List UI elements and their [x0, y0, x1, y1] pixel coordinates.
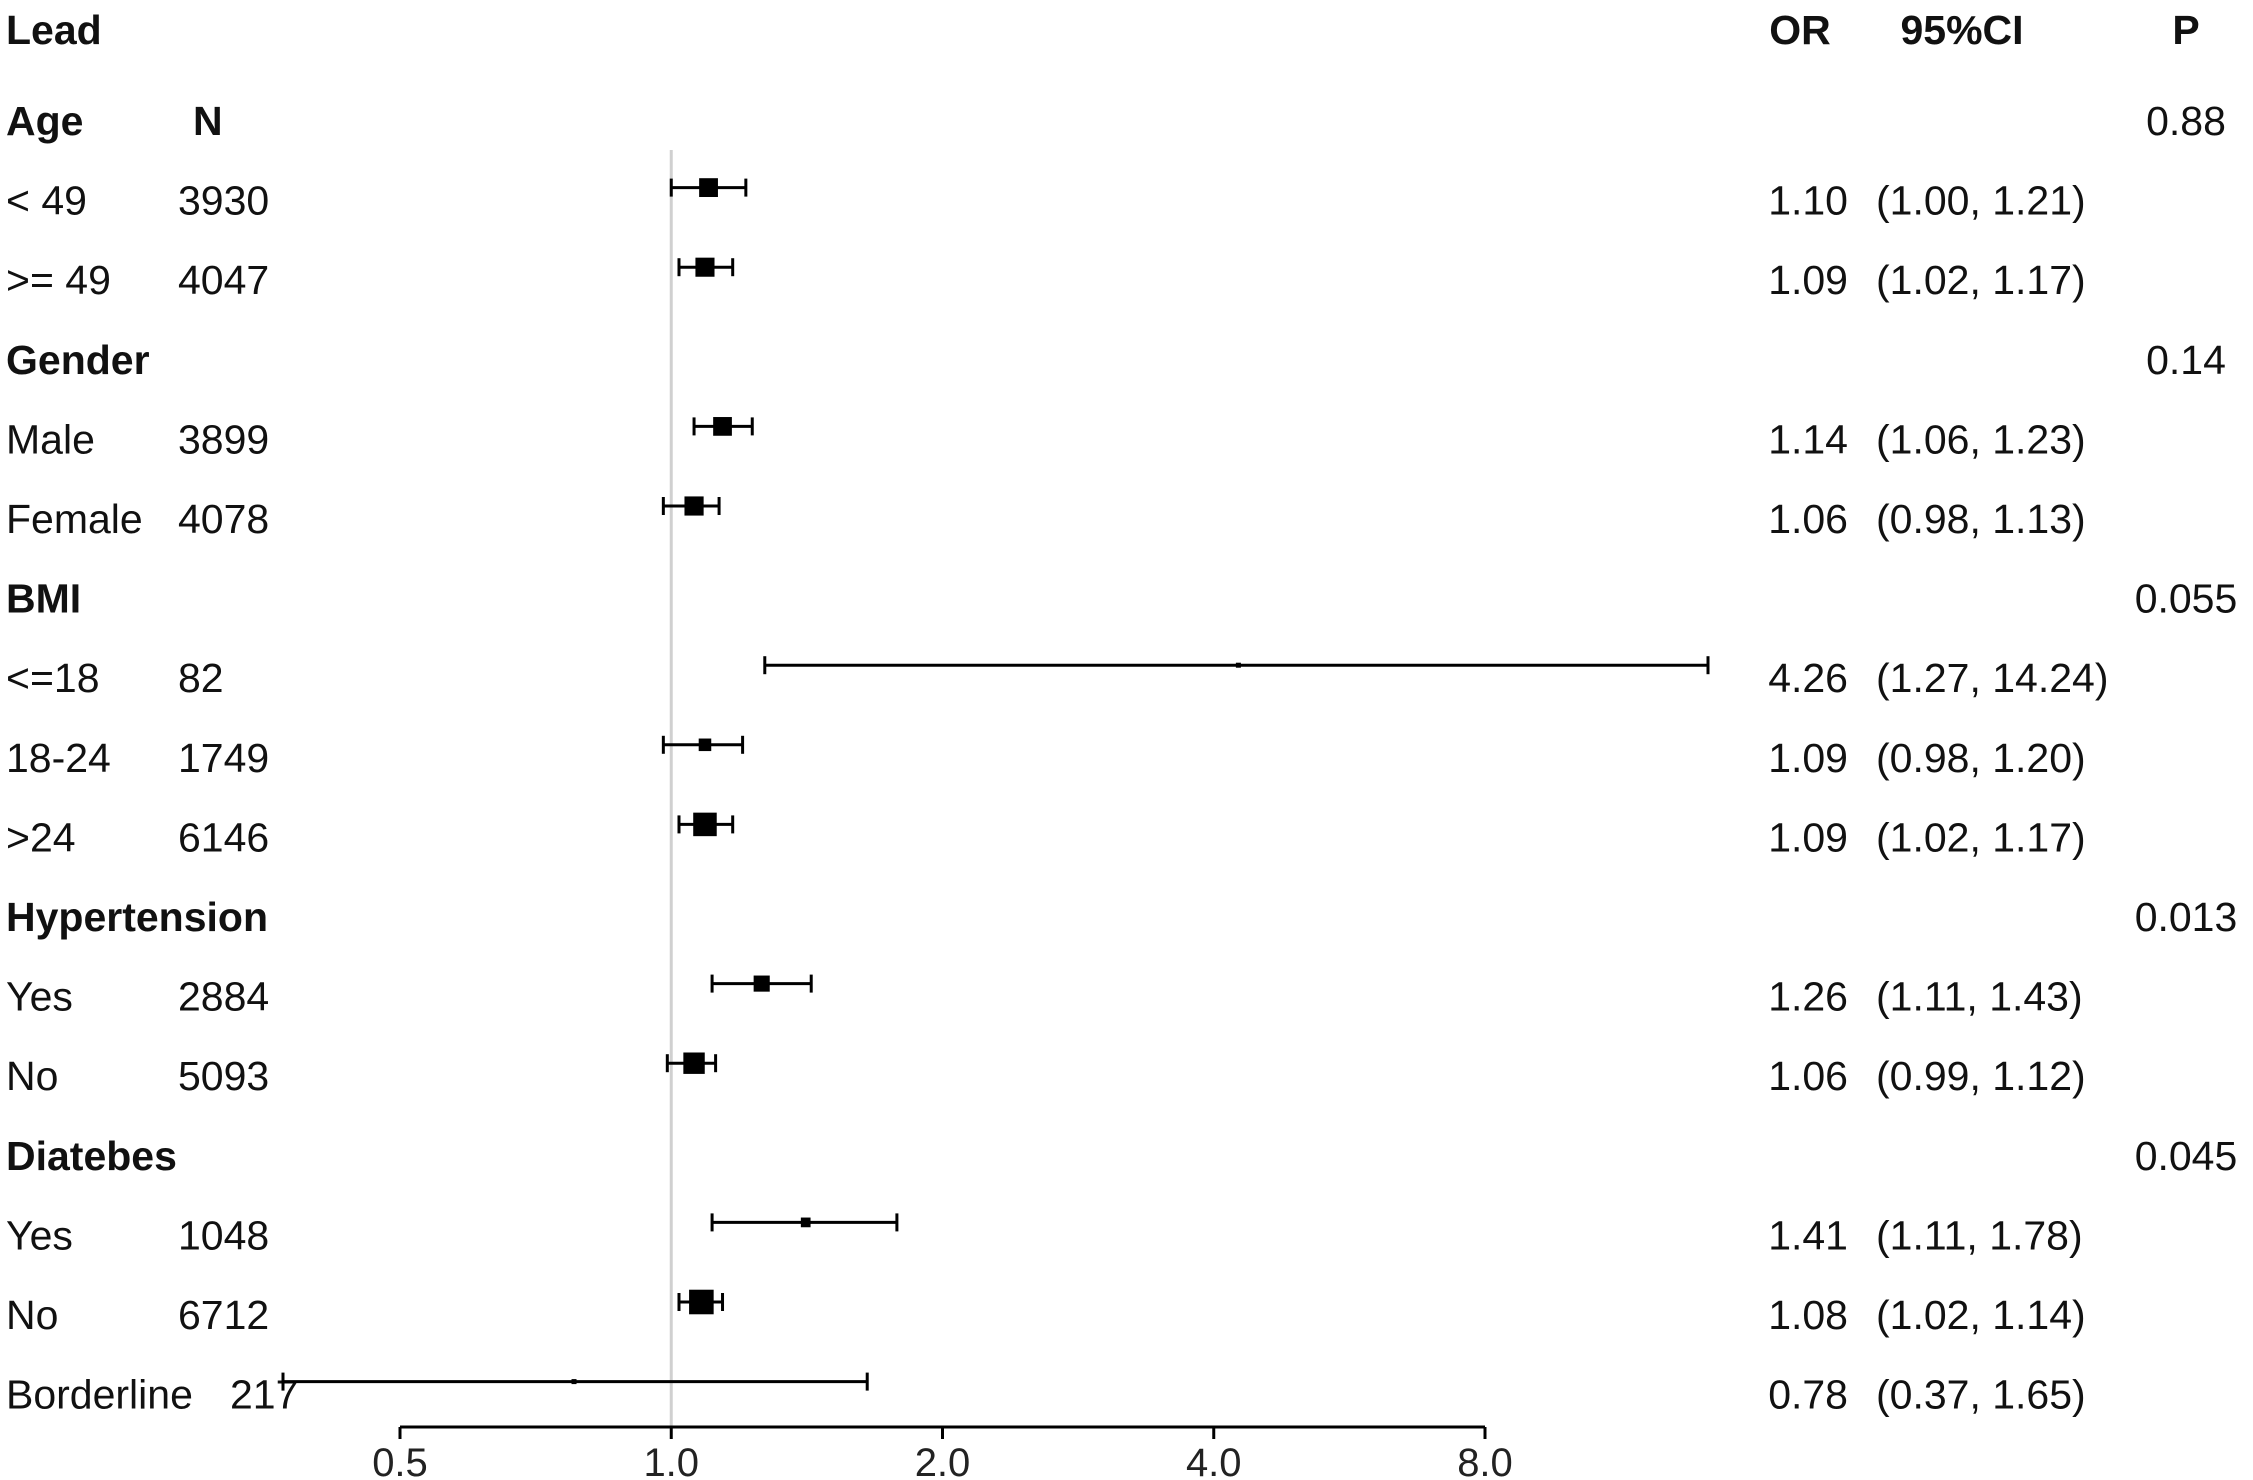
x-axis: 0.5 1.0 2.0 4.0 8.0 [372, 1425, 1513, 1480]
subgroup-label: Female [6, 496, 143, 542]
x-tick-label: 1.0 [643, 1441, 699, 1480]
point-estimate [800, 1217, 811, 1228]
n-value: 4047 [178, 257, 269, 303]
point-estimate [695, 257, 715, 277]
p-value: 0.14 [2146, 337, 2226, 383]
point-estimate [698, 738, 712, 752]
n-value: 1048 [178, 1212, 269, 1258]
p-value: 0.88 [2146, 98, 2226, 144]
ci-value: (1.06, 1.23) [1876, 416, 2086, 462]
point-estimate [684, 496, 704, 516]
header-or: OR [1769, 7, 1831, 53]
group-label: Diatebes [6, 1133, 177, 1179]
ci-value: (1.02, 1.17) [1876, 257, 2086, 303]
subgroup-label: Yes [6, 1212, 73, 1258]
or-value: 1.09 [1768, 735, 1848, 781]
or-value: 0.78 [1768, 1372, 1848, 1418]
ci-value: (1.11, 1.78) [1876, 1212, 2083, 1258]
subgroup-label: <=18 [6, 655, 100, 701]
n-value: 4078 [178, 496, 269, 542]
ci-value: (1.11, 1.43) [1876, 974, 2083, 1020]
group-label: Gender [6, 337, 150, 383]
header-ci: 95%CI [1900, 7, 2023, 53]
estimate-marks [281, 178, 1710, 1391]
or-value: 1.06 [1768, 496, 1848, 542]
subgroup-label: Borderline [6, 1372, 193, 1418]
x-tick-label: 2.0 [915, 1441, 971, 1480]
n-value: 3899 [178, 416, 269, 462]
or-value: 1.26 [1768, 974, 1848, 1020]
p-value: 0.055 [2135, 576, 2238, 622]
subgroup-label: Male [6, 416, 95, 462]
x-tick-label: 4.0 [1186, 1441, 1242, 1480]
subgroup-label: No [6, 1053, 58, 1099]
ci-value: (0.99, 1.12) [1876, 1053, 2086, 1099]
n-value: 2884 [178, 974, 269, 1020]
point-estimate [571, 1379, 577, 1385]
point-estimate [699, 178, 718, 198]
subgroup-label: >= 49 [6, 257, 111, 303]
or-value: 1.06 [1768, 1053, 1848, 1099]
point-estimate [693, 812, 717, 837]
or-value: 1.08 [1768, 1292, 1848, 1338]
ci-value: (1.00, 1.21) [1876, 178, 2086, 224]
n-value: 3930 [178, 178, 269, 224]
n-value: 6712 [178, 1292, 269, 1338]
p-value: 0.013 [2135, 894, 2238, 940]
subgroup-label: Yes [6, 974, 73, 1020]
n-value: 6146 [178, 814, 269, 860]
subgroup-label: < 49 [6, 178, 87, 224]
x-tick-label: 8.0 [1457, 1441, 1513, 1480]
ci-value: (0.37, 1.65) [1876, 1372, 2086, 1418]
ci-value: (1.02, 1.14) [1876, 1292, 2086, 1338]
subgroup-label: 18-24 [6, 735, 111, 781]
n-value: 1749 [178, 735, 269, 781]
or-value: 1.10 [1768, 178, 1848, 224]
or-value: 1.09 [1768, 257, 1848, 303]
subgroup-label: No [6, 1292, 58, 1338]
ci-value: (0.98, 1.20) [1876, 735, 2086, 781]
group-label: BMI [6, 576, 81, 622]
n-header: N [193, 98, 223, 144]
point-estimate [683, 1052, 705, 1074]
n-value: 217 [230, 1372, 298, 1418]
ci-value: (1.02, 1.17) [1876, 814, 2086, 860]
or-value: 4.26 [1768, 655, 1848, 701]
or-value: 1.41 [1768, 1212, 1848, 1258]
point-estimate [1235, 662, 1241, 668]
point-estimate [753, 975, 770, 992]
point-estimate [713, 417, 732, 436]
column-headers: Lead OR 95%CI P [6, 7, 2200, 53]
group-label: Hypertension [6, 894, 268, 940]
ci-value: (0.98, 1.13) [1876, 496, 2086, 542]
or-value: 1.14 [1768, 416, 1848, 462]
or-value: 1.09 [1768, 814, 1848, 860]
group-label: Age [6, 98, 83, 144]
n-value: 82 [178, 655, 224, 701]
x-tick-label: 0.5 [372, 1441, 428, 1480]
p-value: 0.045 [2135, 1133, 2238, 1179]
header-subgroup: Lead [6, 7, 102, 53]
ci-value: (1.27, 14.24) [1876, 655, 2109, 701]
point-estimate [689, 1289, 714, 1315]
header-p: P [2172, 7, 2199, 53]
subgroup-label: >24 [6, 814, 76, 860]
n-value: 5093 [178, 1053, 269, 1099]
table-rows: Age N 0.88 < 49 3930 1.10 (1.00, 1.21) >= 49 404… [6, 98, 2237, 1418]
